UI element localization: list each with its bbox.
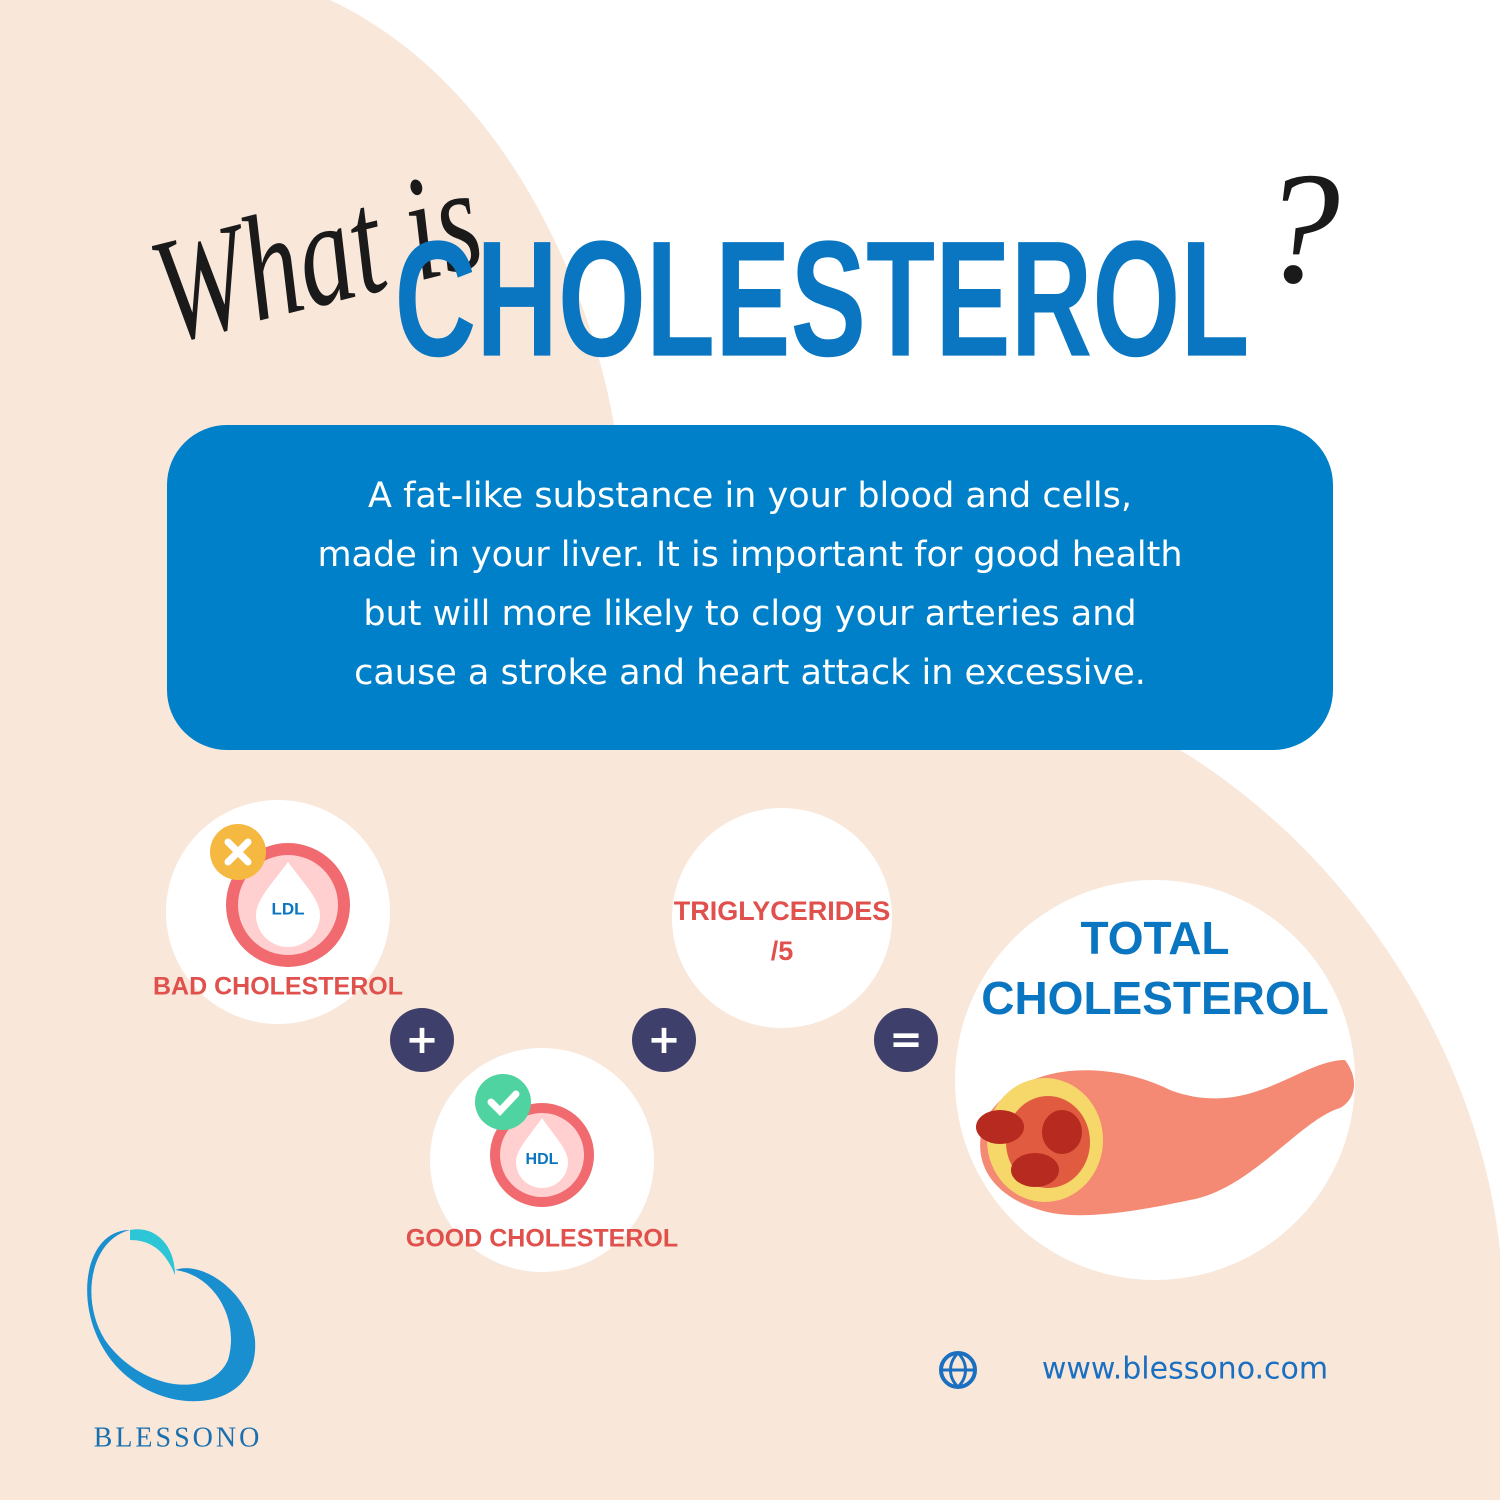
ldl-icon-text: LDL: [271, 899, 304, 918]
description-line: but will more likely to clog your arteri…: [363, 594, 1136, 634]
blood-cell: [1042, 1110, 1082, 1154]
operator-circle: [390, 1008, 454, 1072]
heading-main: CHOLESTEROL: [395, 207, 1250, 391]
total-label: TOTAL: [1080, 912, 1229, 964]
hdl-badge-check: [487, 1090, 520, 1117]
logo-swirl: [87, 1230, 256, 1402]
blood-cell: [1011, 1153, 1059, 1187]
hdl-icon-text: HDL: [526, 1151, 559, 1168]
total-label: CHOLESTEROL: [981, 972, 1329, 1024]
operator: =: [889, 1017, 923, 1063]
description-line: made in your liver. It is important for …: [317, 535, 1182, 575]
heading-mark: ?: [1260, 139, 1340, 317]
operator-circle: [874, 1008, 938, 1072]
operator-circle: [632, 1008, 696, 1072]
ldl-badge-x: [224, 838, 252, 866]
hdl-drop: [516, 1118, 568, 1188]
operator: +: [405, 1017, 439, 1063]
operator: +: [647, 1017, 681, 1063]
ldl-label: BAD CHOLESTEROL: [153, 973, 403, 1001]
triglycerides-circle: [672, 808, 892, 1028]
description-box: [167, 425, 1333, 750]
logo-swirl-accent: [130, 1229, 175, 1275]
hdl-badge: [475, 1074, 531, 1130]
description-line: cause a stroke and heart attack in exces…: [354, 653, 1146, 693]
description-line: A fat-like substance in your blood and c…: [368, 476, 1132, 516]
hdl-label: GOOD CHOLESTEROL: [406, 1225, 678, 1253]
website: www.blessono.com: [1042, 1352, 1328, 1387]
triglycerides-label: /5: [771, 936, 794, 966]
ldl-drop: [256, 862, 320, 947]
background-shape: [330, 0, 1500, 1250]
globe-lines: [941, 1351, 975, 1390]
triglycerides-label: TRIGLYCERIDES: [674, 896, 891, 926]
blood-cell: [976, 1110, 1024, 1144]
brand: BLESSONO: [94, 1422, 263, 1453]
